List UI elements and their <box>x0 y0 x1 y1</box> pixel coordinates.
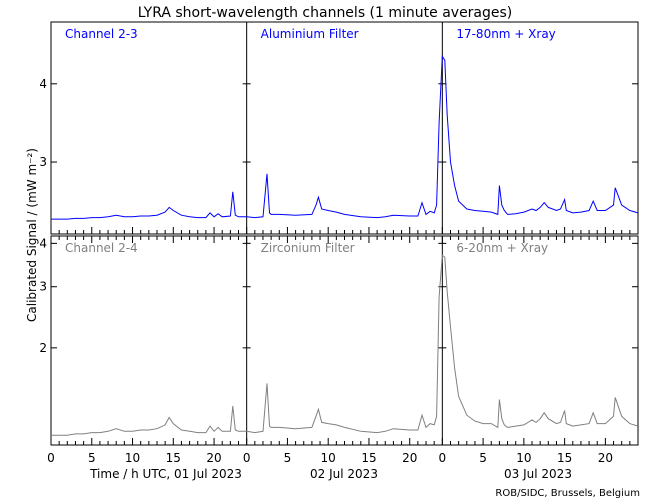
x-tick-label: 15 <box>361 451 376 465</box>
panel-label: 6-20nm + Xray <box>456 241 548 255</box>
x-tick-label: 15 <box>166 451 181 465</box>
y-tick-label: 3 <box>39 155 47 169</box>
x-tick-label: 5 <box>88 451 96 465</box>
panel-label: Channel 2-4 <box>65 241 138 255</box>
panel-frame <box>50 235 639 446</box>
x-axis-label-day1: Time / h UTC, 01 Jul 2023 <box>89 467 242 481</box>
y-tick-label: 4 <box>39 77 47 91</box>
series-line-aluminium-channel <box>51 54 639 220</box>
y-tick-label: 2 <box>39 341 47 355</box>
x-tick-label: 5 <box>479 451 487 465</box>
x-tick-label: 0 <box>47 451 55 465</box>
footer-credit: ROB/SIDC, Brussels, Belgium <box>495 488 640 499</box>
panel-label: Aluminium Filter <box>261 27 359 41</box>
x-tick-label: 0 <box>439 451 447 465</box>
x-axis-label-day2: 02 Jul 2023 <box>310 467 378 481</box>
x-tick-label: 20 <box>206 451 221 465</box>
x-axis-label-day3: 03 Jul 2023 <box>504 467 572 481</box>
panel-frame <box>50 21 639 235</box>
panel-label: Channel 2-3 <box>65 27 138 41</box>
y-tick-label: 3 <box>39 280 47 294</box>
x-tick-label: 20 <box>402 451 417 465</box>
chart-title: LYRA short-wavelength channels (1 minute… <box>138 5 513 21</box>
x-tick-label: 0 <box>243 451 251 465</box>
y-axis-label-top: Calibrated Signal / (mW m⁻²) <box>25 148 39 322</box>
x-tick-label: 20 <box>598 451 613 465</box>
y-tick-label: 4 <box>39 236 47 250</box>
x-tick-label: 5 <box>284 451 292 465</box>
panel-label: Zirconium Filter <box>261 241 355 255</box>
x-tick-label: 15 <box>557 451 572 465</box>
x-tick-label: 10 <box>125 451 140 465</box>
x-tick-label: 10 <box>321 451 336 465</box>
x-tick-label: 10 <box>516 451 531 465</box>
panel-label: 17-80nm + Xray <box>456 27 555 41</box>
series-line-zirconium-channel <box>51 254 639 436</box>
